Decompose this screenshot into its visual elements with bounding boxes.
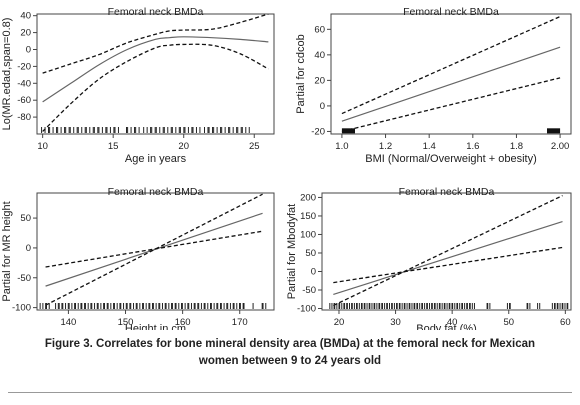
- x-tick-label: 20: [334, 317, 345, 328]
- x-axis-title: Age in years: [125, 153, 187, 165]
- y-axis-title: Partial for Mbodyfat: [286, 204, 298, 299]
- chart-panel-4: Femoral neck BMDa 20 30 40 50 60 -100 -50 0 50 100…: [286, 186, 572, 330]
- y-tick-label: 40: [20, 11, 31, 22]
- y-tick-label: 40: [314, 50, 325, 61]
- x-tick-label: 1.0: [335, 141, 348, 152]
- x-tick-label: 140: [60, 317, 76, 328]
- y-tick-label: 100: [300, 229, 316, 240]
- figure-caption: Figure 3. Correlates for bone mineral de…: [8, 336, 572, 370]
- x-tick-label: 60: [560, 317, 571, 328]
- fit-line: [333, 220, 563, 296]
- y-tick-label: 50: [20, 213, 31, 224]
- y-tick-label: -40: [17, 78, 31, 89]
- chart-panel-3: Femoral neck BMDa 140 150 160 170 -100 -50 0 50 H…: [1, 186, 275, 330]
- y-tick-label: 60: [314, 24, 325, 35]
- confidence-band-line: [45, 230, 263, 268]
- plot-frame: [36, 13, 275, 135]
- y-tick-label: 20: [20, 28, 31, 39]
- x-tick-label: 20: [178, 141, 189, 152]
- y-tick-label: -100: [12, 303, 31, 314]
- x-tick-label: 150: [118, 317, 134, 328]
- x-tick-label: 1.8: [510, 141, 523, 152]
- x-tick-label: 2.00: [551, 141, 570, 152]
- caption-divider: [8, 392, 572, 393]
- plot-frame: [330, 13, 572, 135]
- plot-frame: [321, 192, 572, 311]
- confidence-band-line: [42, 43, 269, 132]
- y-tick-label: 50: [305, 248, 316, 259]
- x-tick-label: 15: [108, 141, 119, 152]
- y-tick-label: -60: [17, 95, 31, 106]
- x-tick-label: 160: [175, 317, 191, 328]
- chart-panel-1: Femoral neck BMDa 10 15 20 25 -80 -60 -40 -20 0 20…: [1, 6, 275, 165]
- x-axis-title: Height in cm: [125, 323, 186, 330]
- plot-frame: [36, 192, 275, 311]
- confidence-band-line: [341, 15, 561, 115]
- x-axis-title: Body fat (%): [416, 323, 477, 330]
- chart-title: Femoral neck BMDa: [399, 186, 495, 198]
- caption-line-1: Figure 3. Correlates for bone mineral de…: [44, 338, 536, 350]
- x-tick-label: 10: [37, 141, 48, 152]
- y-tick-label: -50: [302, 285, 316, 296]
- x-tick-label: 1.6: [466, 141, 479, 152]
- fit-line: [42, 36, 269, 103]
- y-tick-label: 0: [26, 243, 31, 254]
- rug-marks: [41, 127, 250, 133]
- confidence-band-line: [333, 195, 563, 307]
- x-tick-label: 25: [249, 141, 260, 152]
- y-tick-label: -100: [297, 304, 316, 315]
- x-tick-label: 1.4: [423, 141, 436, 152]
- y-tick-label: 150: [300, 211, 316, 222]
- figure-panels: Femoral neck BMDa 10 15 20 25 -80 -60 -40 -20 0 20…: [1, 6, 572, 330]
- chart-canvas: Femoral neck BMDa 10 15 20 25 -80 -60 -40 -20 0 20…: [1, 6, 572, 330]
- confidence-band-line: [42, 14, 269, 74]
- y-axis-title: Lo(MR.edad,span=0.8): [1, 18, 13, 131]
- chart-title: Femoral neck BMDa: [108, 186, 204, 198]
- chart-title: Femoral neck BMDa: [403, 6, 499, 18]
- caption-line-2: women between 9 to 24 years old: [198, 355, 382, 367]
- x-tick-label: 1.2: [379, 141, 392, 152]
- confidence-band-line: [341, 77, 561, 133]
- y-tick-label: -50: [17, 273, 31, 284]
- confidence-band-line: [45, 193, 263, 306]
- y-axis-title: Partial for MR height: [1, 201, 13, 301]
- y-tick-label: 0: [311, 266, 316, 277]
- y-tick-label: 200: [300, 192, 316, 203]
- y-tick-label: -20: [17, 61, 31, 72]
- fit-line: [45, 212, 263, 287]
- x-tick-label: 30: [390, 317, 401, 328]
- y-tick-label: 0: [320, 101, 325, 112]
- data-cluster-mark: [341, 128, 355, 134]
- x-axis-title: BMI (Normal/Overweight + obesity): [365, 153, 536, 165]
- fit-line: [341, 46, 561, 122]
- y-tick-label: -80: [17, 112, 31, 123]
- data-cluster-mark: [547, 128, 561, 134]
- x-tick-label: 40: [447, 317, 458, 328]
- chart-title: Femoral neck BMDa: [108, 6, 204, 18]
- x-tick-label: 50: [503, 317, 514, 328]
- confidence-band-line: [333, 246, 563, 284]
- y-tick-label: 20: [314, 75, 325, 86]
- rug-marks: [39, 303, 267, 309]
- rug-marks: [329, 303, 569, 309]
- x-tick-label: 170: [232, 317, 248, 328]
- y-tick-label: -20: [311, 126, 325, 137]
- y-axis-title: Partial for cdcob: [295, 34, 307, 113]
- y-tick-label: 0: [26, 44, 31, 55]
- chart-panel-2: Femoral neck BMDa 1.0 1.2 1.4 1.6 1.8 2.00 -20 0…: [295, 6, 572, 165]
